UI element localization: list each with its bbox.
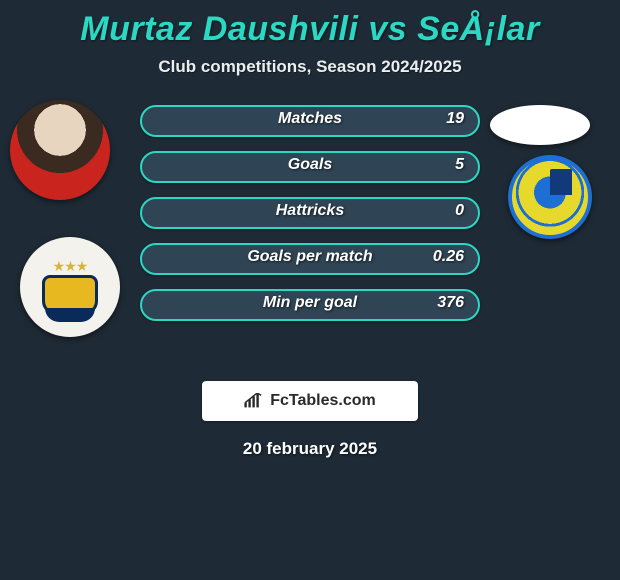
stat-row-hattricks: Hattricks 0 bbox=[140, 197, 480, 229]
stat-value: 5 bbox=[455, 156, 464, 174]
stat-label: Matches bbox=[142, 110, 478, 128]
stat-row-goals-per-match: Goals per match 0.26 bbox=[140, 243, 480, 275]
brand-label: FcTables.com bbox=[270, 392, 376, 410]
date-label: 20 february 2025 bbox=[0, 439, 620, 459]
bar-chart-icon bbox=[244, 393, 264, 409]
stat-value: 19 bbox=[446, 110, 464, 128]
player-photo-right bbox=[490, 105, 590, 145]
stat-row-goals: Goals 5 bbox=[140, 151, 480, 183]
stat-row-min-per-goal: Min per goal 376 bbox=[140, 289, 480, 321]
stat-label: Hattricks bbox=[142, 202, 478, 220]
stat-value: 0.26 bbox=[433, 248, 464, 266]
stat-label: Goals per match bbox=[142, 248, 478, 266]
stats-list: Matches 19 Goals 5 Hattricks 0 Goals per… bbox=[140, 105, 480, 335]
player-photo-left bbox=[10, 100, 110, 200]
club-badge-left: ★★★ bbox=[20, 237, 120, 337]
club-stars-icon: ★★★ bbox=[53, 259, 88, 273]
stat-label: Min per goal bbox=[142, 294, 478, 312]
stat-value: 376 bbox=[437, 294, 464, 312]
brand-badge[interactable]: FcTables.com bbox=[202, 381, 418, 421]
club-badge-right bbox=[508, 155, 592, 239]
stat-value: 0 bbox=[455, 202, 464, 220]
shield-icon bbox=[42, 275, 98, 315]
page-title: Murtaz Daushvili vs SeÅ¡lar bbox=[0, 0, 620, 57]
stat-row-matches: Matches 19 bbox=[140, 105, 480, 137]
page-subtitle: Club competitions, Season 2024/2025 bbox=[0, 57, 620, 77]
comparison-area: ★★★ Matches 19 Goals 5 Hattricks 0 Goals… bbox=[0, 105, 620, 365]
stat-label: Goals bbox=[142, 156, 478, 174]
